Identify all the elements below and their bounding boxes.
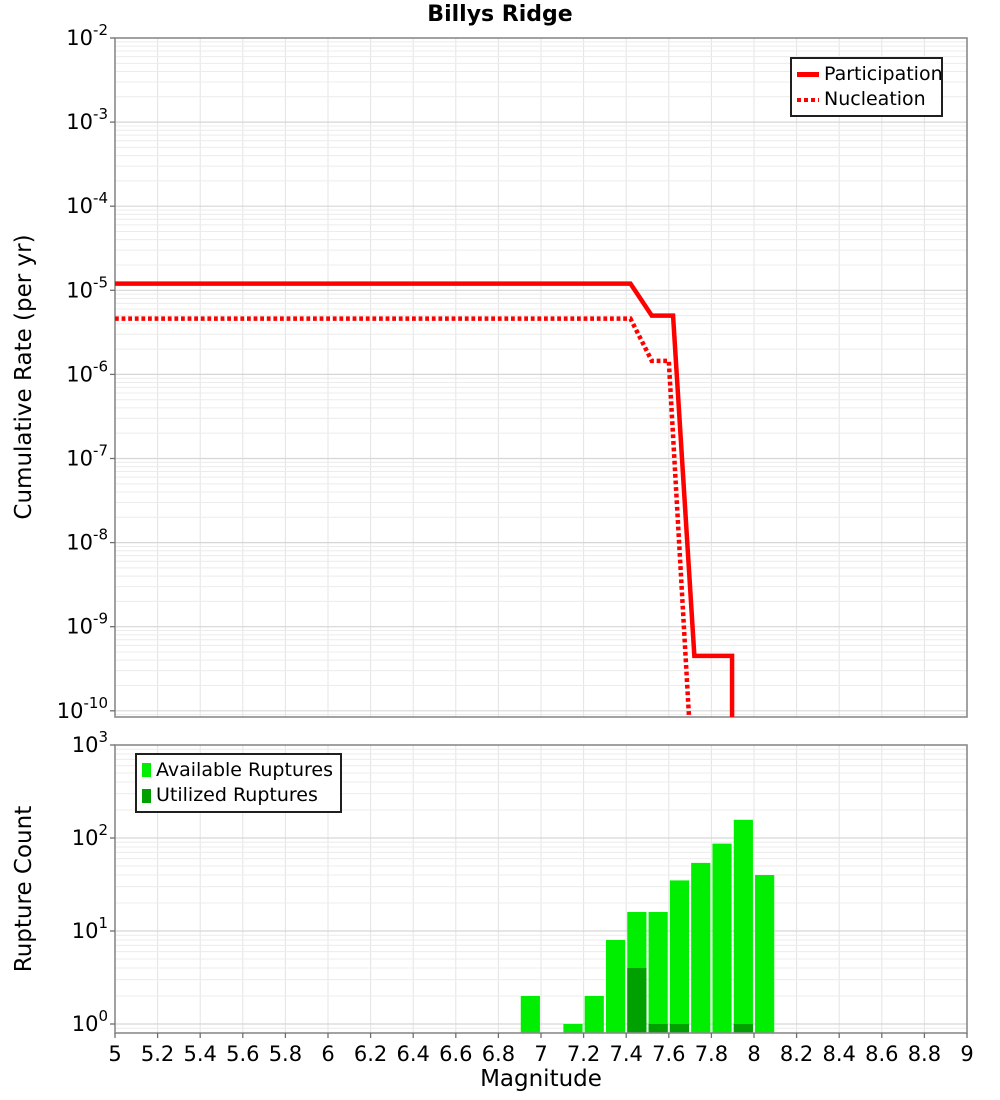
x-tick-label: 7 — [534, 1042, 547, 1066]
y-tick-label: 10-5 — [66, 273, 108, 302]
x-tick-label: 5.6 — [226, 1042, 259, 1066]
x-axis-label: Magnitude — [480, 1066, 602, 1092]
rupture-legend: Available Ruptures Utilized Ruptures — [135, 753, 342, 813]
rate-legend: Participation Nucleation — [790, 57, 943, 117]
x-tick-label: 6.8 — [482, 1042, 515, 1066]
available-bar — [584, 996, 604, 1033]
available-bar — [669, 880, 690, 1033]
x-tick-label: 7.8 — [695, 1042, 728, 1066]
legend-item-utilized: Utilized Ruptures — [142, 783, 335, 808]
utilized-bar — [627, 968, 647, 1033]
available-bar — [563, 1024, 583, 1033]
x-tick-label: 7.4 — [609, 1042, 642, 1066]
y-tick-label: 100 — [72, 1007, 108, 1036]
utilized-bar — [648, 1024, 668, 1033]
legend-item-available: Available Ruptures — [142, 758, 335, 783]
available-bar — [648, 912, 668, 1033]
nucleation-line — [115, 316, 692, 717]
x-tick-label: 9 — [960, 1042, 973, 1066]
chart-title: Billys Ridge — [427, 2, 573, 27]
legend-item-participation: Participation — [797, 62, 943, 87]
y-tick-label: 10-8 — [66, 526, 108, 555]
x-tick-label: 8.2 — [780, 1042, 813, 1066]
top-panel-frame — [114, 37, 968, 718]
y-tick-label: 10-6 — [66, 357, 108, 386]
x-tick-label: 8 — [747, 1042, 760, 1066]
available-swatch-icon — [142, 763, 151, 778]
available-bar — [712, 843, 732, 1033]
x-tick-label: 6.6 — [439, 1042, 472, 1066]
y-tick-label: 10-3 — [66, 105, 108, 134]
x-tick-label: 6.2 — [354, 1042, 387, 1066]
legend-label-available: Available Ruptures — [156, 758, 333, 781]
participation-line-icon — [797, 71, 819, 77]
x-tick-label: 5 — [108, 1042, 121, 1066]
utilized-swatch-icon — [142, 788, 151, 803]
y-tick-label: 101 — [72, 914, 108, 943]
x-tick-label: 7.2 — [567, 1042, 600, 1066]
x-tick-label: 6.4 — [396, 1042, 429, 1066]
x-tick-label: 5.2 — [141, 1042, 174, 1066]
utilized-bar — [733, 1024, 753, 1033]
x-tick-label: 8.4 — [822, 1042, 855, 1066]
x-tick-label: 8.8 — [908, 1042, 941, 1066]
y-tick-label: 10-4 — [66, 189, 108, 218]
y-tick-label: 10-2 — [66, 21, 108, 50]
y-tick-label: 10-9 — [66, 610, 108, 639]
y-tick-label: 10-7 — [66, 442, 108, 471]
available-bar — [691, 862, 711, 1033]
x-tick-label: 5.4 — [183, 1042, 216, 1066]
legend-item-nucleation: Nucleation — [797, 87, 936, 112]
legend-label-nucleation: Nucleation — [824, 88, 926, 111]
available-bar — [755, 875, 775, 1033]
y-tick-label: 103 — [72, 728, 108, 757]
x-tick-label: 5.8 — [269, 1042, 302, 1066]
available-bar — [605, 940, 626, 1033]
available-bar — [733, 819, 753, 1033]
y-tick-label: 10-10 — [57, 694, 108, 723]
x-tick-label: 6 — [321, 1042, 334, 1066]
available-bar — [520, 996, 540, 1033]
nucleation-line-icon — [797, 97, 819, 102]
x-tick-label: 7.6 — [652, 1042, 685, 1066]
utilized-bar — [669, 1024, 690, 1033]
participation-line — [115, 281, 735, 717]
legend-label-participation: Participation — [824, 62, 943, 85]
legend-label-utilized: Utilized Ruptures — [156, 784, 318, 807]
y-tick-label: 102 — [72, 821, 108, 850]
x-tick-label: 8.6 — [865, 1042, 898, 1066]
